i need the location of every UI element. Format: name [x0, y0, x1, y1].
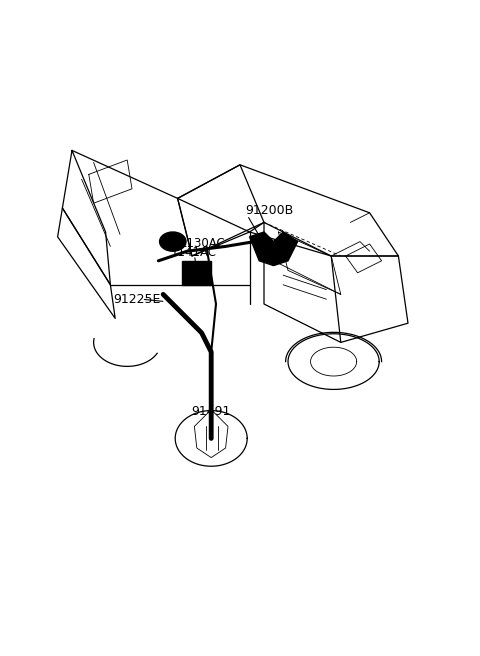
- Polygon shape: [250, 232, 298, 266]
- Text: 91225E: 91225E: [113, 293, 160, 306]
- Text: 91491: 91491: [192, 405, 231, 419]
- Polygon shape: [182, 261, 211, 285]
- Text: 1130AC: 1130AC: [180, 237, 226, 251]
- Ellipse shape: [159, 232, 186, 251]
- Text: 1141AC: 1141AC: [170, 246, 216, 259]
- Text: 91200B: 91200B: [245, 204, 293, 217]
